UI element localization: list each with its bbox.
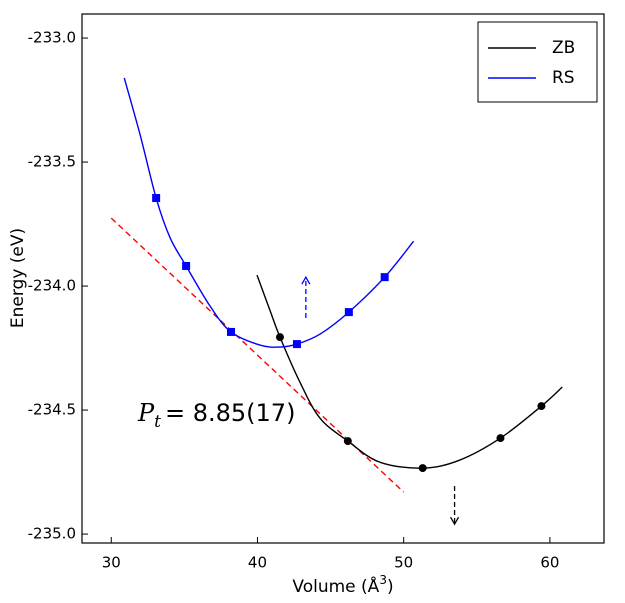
x-tick-label: 40 bbox=[248, 554, 267, 572]
annotation: Pt = 8.85(17) bbox=[137, 399, 295, 432]
y-tick-label: -233.0 bbox=[28, 29, 76, 47]
plot-frame bbox=[81, 13, 605, 544]
data-point bbox=[537, 402, 546, 411]
annotation-subscript: t bbox=[154, 412, 161, 432]
x-axis-label-end: ) bbox=[387, 577, 394, 597]
annotation-symbol: P bbox=[137, 399, 155, 427]
y-tick-label: -234.0 bbox=[28, 277, 76, 295]
x-axis-label-text: Volume (Å bbox=[292, 575, 379, 597]
arrow-head bbox=[301, 275, 311, 285]
x-tick-label: 50 bbox=[394, 554, 413, 572]
data-point bbox=[182, 261, 191, 270]
y-tick-label: -234.5 bbox=[28, 401, 76, 419]
x-tick-label: 60 bbox=[540, 554, 559, 572]
fit-curve bbox=[256, 274, 563, 469]
data-point bbox=[380, 273, 389, 282]
data-point bbox=[418, 464, 427, 473]
x-axis-label-sup: 3 bbox=[379, 573, 387, 587]
x-tick-label: 30 bbox=[102, 554, 121, 572]
data-point bbox=[343, 437, 352, 446]
legend-box bbox=[477, 21, 598, 103]
data-point bbox=[496, 434, 505, 443]
legend-label: RS bbox=[552, 68, 575, 88]
y-tick-label: -233.5 bbox=[28, 153, 76, 171]
arrow-head bbox=[450, 516, 460, 526]
y-axis-label: Energy (eV) bbox=[8, 228, 28, 328]
legend-label: ZB bbox=[552, 38, 575, 58]
annotation-text: = 8.85(17) bbox=[165, 399, 295, 427]
data-point bbox=[275, 333, 284, 342]
data-point bbox=[152, 194, 161, 203]
data-point bbox=[226, 327, 235, 336]
data-point bbox=[344, 308, 353, 317]
x-axis-label: Volume (Å3) bbox=[292, 573, 393, 598]
data-point bbox=[292, 340, 301, 349]
y-tick-label: -235.0 bbox=[28, 525, 76, 543]
